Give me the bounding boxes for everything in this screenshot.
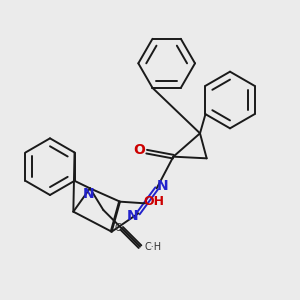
Text: C: C [114, 223, 121, 233]
Text: OH: OH [144, 195, 165, 208]
Text: O: O [134, 143, 145, 157]
Text: N: N [82, 187, 94, 201]
Text: N: N [127, 209, 138, 223]
Text: C·H: C·H [144, 242, 161, 252]
Text: N: N [157, 179, 169, 193]
